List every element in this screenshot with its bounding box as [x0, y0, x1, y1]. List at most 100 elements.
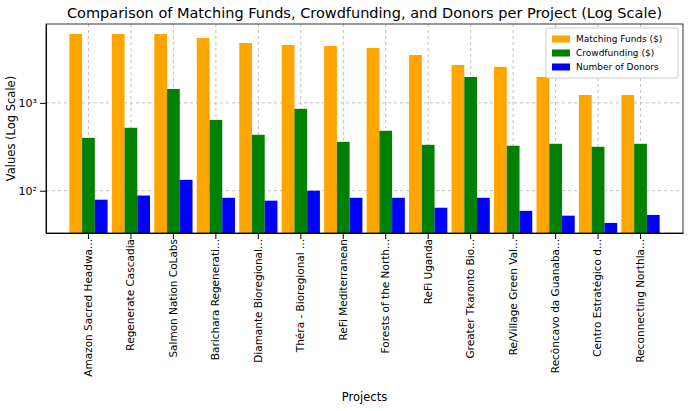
y-axis: 10² 10³ — [19, 25, 47, 234]
legend-swatch — [552, 64, 570, 71]
x-tick: ReFi Uganda — [422, 233, 434, 304]
bar — [647, 215, 660, 233]
x-tick: Forests of the North... — [379, 233, 391, 353]
legend-swatch — [552, 50, 570, 57]
chart: 10² 10³ Amazon Sacred Headwa... Regenerate … — [0, 0, 690, 411]
x-tick-mark — [640, 233, 641, 239]
x-tick-mark — [513, 233, 514, 239]
bar — [69, 34, 82, 233]
bar — [324, 46, 337, 233]
bar — [520, 211, 533, 233]
bar — [367, 48, 380, 233]
bar — [125, 128, 138, 233]
bar — [337, 142, 350, 233]
x-tick-label: Théra - Bioregional ... — [294, 239, 306, 353]
x-tick: Théra - Bioregional ... — [294, 233, 306, 353]
x-tick-mark — [173, 233, 174, 239]
x-tick-mark — [555, 233, 556, 239]
legend-entry: Number of Donors — [552, 62, 659, 72]
x-tick-mark — [470, 233, 471, 239]
x-tick: Reconnecting Northla... — [634, 233, 646, 362]
bar — [494, 67, 507, 233]
x-tick: Salmon Nation CoLabs — [167, 233, 179, 358]
bar — [95, 200, 108, 233]
bar — [562, 216, 575, 233]
bar — [294, 109, 307, 233]
bar — [422, 145, 435, 233]
x-tick: Regenerate Cascadia — [124, 233, 136, 351]
bar — [621, 95, 634, 233]
bar — [592, 147, 605, 233]
y-label: Values (Log Scale) — [4, 76, 18, 181]
bar — [239, 43, 252, 233]
x-tick: Amazon Sacred Headwa... — [82, 233, 94, 377]
x-tick-label: Regenerate Cascadia — [124, 239, 136, 351]
x-tick: Barichara Regenerati... — [209, 233, 221, 360]
frame — [46, 24, 683, 233]
x-tick-label: Salmon Nation CoLabs — [167, 239, 179, 358]
x-tick: Re/Village Green Val... — [506, 233, 518, 355]
bar — [209, 120, 222, 233]
bar — [112, 34, 125, 233]
x-tick-mark — [88, 233, 89, 239]
x-tick-mark — [385, 233, 386, 239]
bar — [252, 135, 265, 233]
bar — [392, 198, 405, 233]
x-tick-label: Recôncavo da Guanaba... — [549, 239, 561, 373]
bar — [282, 45, 295, 233]
x-tick-mark — [598, 233, 599, 239]
x-tick-label: Barichara Regenerati... — [209, 239, 221, 360]
y-tick: 10² — [19, 185, 46, 198]
legend-swatch — [552, 36, 570, 43]
bar — [154, 34, 167, 233]
legend-entry: Matching Funds ($) — [552, 34, 662, 44]
x-tick-mark — [343, 233, 344, 239]
y-tick-mark — [40, 103, 46, 104]
y-tick-label: 10² — [19, 185, 37, 198]
y-tick: 10³ — [19, 97, 46, 110]
bar — [477, 198, 490, 233]
y-tick-mark — [40, 191, 46, 192]
bar — [379, 131, 392, 233]
bar — [350, 198, 363, 233]
x-tick-mark — [130, 233, 131, 239]
x-label: Projects — [342, 390, 387, 404]
legend-label: Number of Donors — [576, 62, 659, 72]
legend-label: Crowdfunding ($) — [576, 48, 654, 58]
bar — [507, 146, 520, 233]
x-tick: ReFi Mediterranean — [337, 233, 349, 341]
x-tick: Diamante Bioregional... — [252, 233, 264, 363]
x-tick-label: Reconnecting Northla... — [634, 239, 646, 362]
x-tick-label: Amazon Sacred Headwa... — [82, 239, 94, 377]
x-tick-label: Forests of the North... — [379, 239, 391, 353]
x-tick-mark — [258, 233, 259, 239]
bar — [197, 38, 210, 233]
y-axis-line — [46, 25, 47, 234]
x-tick-mark — [215, 233, 216, 239]
grid — [46, 24, 683, 233]
y-tick-label: 10³ — [19, 97, 37, 110]
plot: 10² 10³ Amazon Sacred Headwa... Regenerate … — [19, 24, 684, 377]
bar — [579, 95, 592, 233]
x-tick-label: ReFi Uganda — [422, 239, 434, 304]
bar — [180, 180, 193, 233]
bar — [604, 223, 617, 233]
x-tick-mark — [428, 233, 429, 239]
legend-label: Matching Funds ($) — [576, 34, 662, 44]
x-axis: Amazon Sacred Headwa... Regenerate Cascad… — [47, 233, 684, 377]
x-tick-label: Diamante Bioregional... — [252, 239, 264, 363]
bar — [307, 191, 320, 233]
bar — [549, 144, 562, 233]
bar — [82, 138, 95, 233]
bar — [222, 198, 235, 233]
x-axis-line — [47, 233, 684, 234]
bar — [265, 201, 278, 233]
legend-entry: Crowdfunding ($) — [552, 48, 654, 58]
bar — [634, 144, 647, 233]
bar — [464, 77, 477, 233]
bar — [137, 196, 150, 233]
bar — [167, 89, 180, 233]
title: Comparison of Matching Funds, Crowdfundi… — [67, 5, 662, 21]
x-tick: Recôncavo da Guanaba... — [549, 233, 561, 373]
x-tick-mark — [300, 233, 301, 239]
